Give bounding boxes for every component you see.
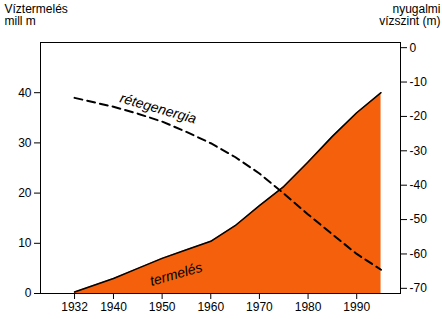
svg-text:0: 0 [410,40,417,54]
svg-text:termelés: termelés [148,259,204,289]
svg-text:1940: 1940 [100,300,127,314]
svg-text:1990: 1990 [343,300,370,314]
svg-text:-10: -10 [410,75,428,89]
svg-text:1980: 1980 [295,300,322,314]
svg-text:nyugalmivízszint (m): nyugalmivízszint (m) [379,2,440,28]
svg-text:40: 40 [18,86,32,100]
svg-text:Víztermelésmill m: Víztermelésmill m [5,2,68,28]
svg-text:-20: -20 [410,109,428,123]
svg-text:-40: -40 [410,178,428,192]
svg-text:10: 10 [18,236,32,250]
svg-text:-70: -70 [410,281,428,295]
svg-text:-50: -50 [410,212,428,226]
svg-text:30: 30 [18,136,32,150]
svg-text:1960: 1960 [197,300,224,314]
svg-text:20: 20 [18,186,32,200]
svg-text:0: 0 [25,286,32,300]
svg-text:1950: 1950 [149,300,176,314]
svg-text:-60: -60 [410,247,428,261]
svg-text:-30: -30 [410,144,428,158]
svg-text:rétegenergia: rétegenergia [118,90,198,127]
svg-text:1970: 1970 [246,300,273,314]
svg-text:1932: 1932 [61,300,88,314]
